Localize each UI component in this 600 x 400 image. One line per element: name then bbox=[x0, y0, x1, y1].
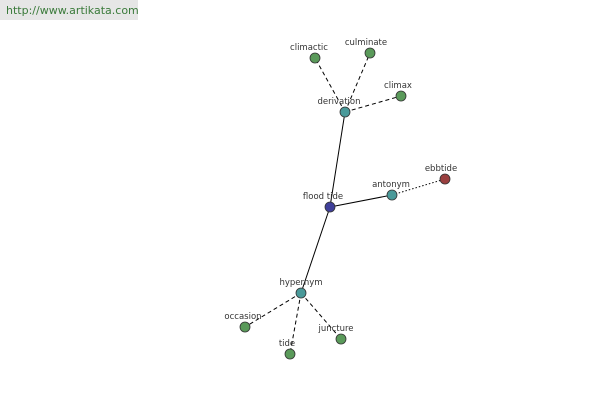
node[interactable] bbox=[364, 47, 376, 59]
node-label: occasion bbox=[224, 312, 261, 322]
node[interactable] bbox=[324, 201, 336, 213]
edge bbox=[289, 292, 302, 355]
edge bbox=[329, 194, 393, 208]
node-label: climax bbox=[384, 81, 412, 91]
node-label: ebbtide bbox=[425, 164, 457, 174]
node[interactable] bbox=[335, 333, 347, 345]
node-label: flood tide bbox=[303, 192, 343, 202]
node[interactable] bbox=[239, 321, 251, 333]
edge bbox=[300, 292, 342, 340]
node[interactable] bbox=[386, 189, 398, 201]
node-label: hypernym bbox=[279, 278, 322, 288]
edge bbox=[344, 95, 402, 113]
edge bbox=[314, 57, 346, 113]
node[interactable] bbox=[339, 106, 351, 118]
node[interactable] bbox=[284, 348, 296, 360]
node-label: juncture bbox=[317, 324, 353, 334]
header-box bbox=[0, 0, 138, 20]
node[interactable] bbox=[395, 90, 407, 102]
edge bbox=[344, 52, 371, 113]
edge bbox=[329, 111, 346, 208]
node-label: derivation bbox=[317, 97, 360, 107]
node-label: antonym bbox=[372, 180, 410, 190]
node-label: climactic bbox=[290, 43, 328, 53]
edge bbox=[300, 206, 331, 294]
edge bbox=[244, 292, 302, 328]
node-label: culminate bbox=[345, 38, 387, 48]
edge bbox=[391, 178, 446, 196]
node[interactable] bbox=[295, 287, 307, 299]
header-url[interactable]: http://www.artikata.com bbox=[6, 4, 139, 17]
node[interactable] bbox=[439, 173, 451, 185]
node-label: tide bbox=[279, 339, 295, 349]
node[interactable] bbox=[309, 52, 321, 64]
